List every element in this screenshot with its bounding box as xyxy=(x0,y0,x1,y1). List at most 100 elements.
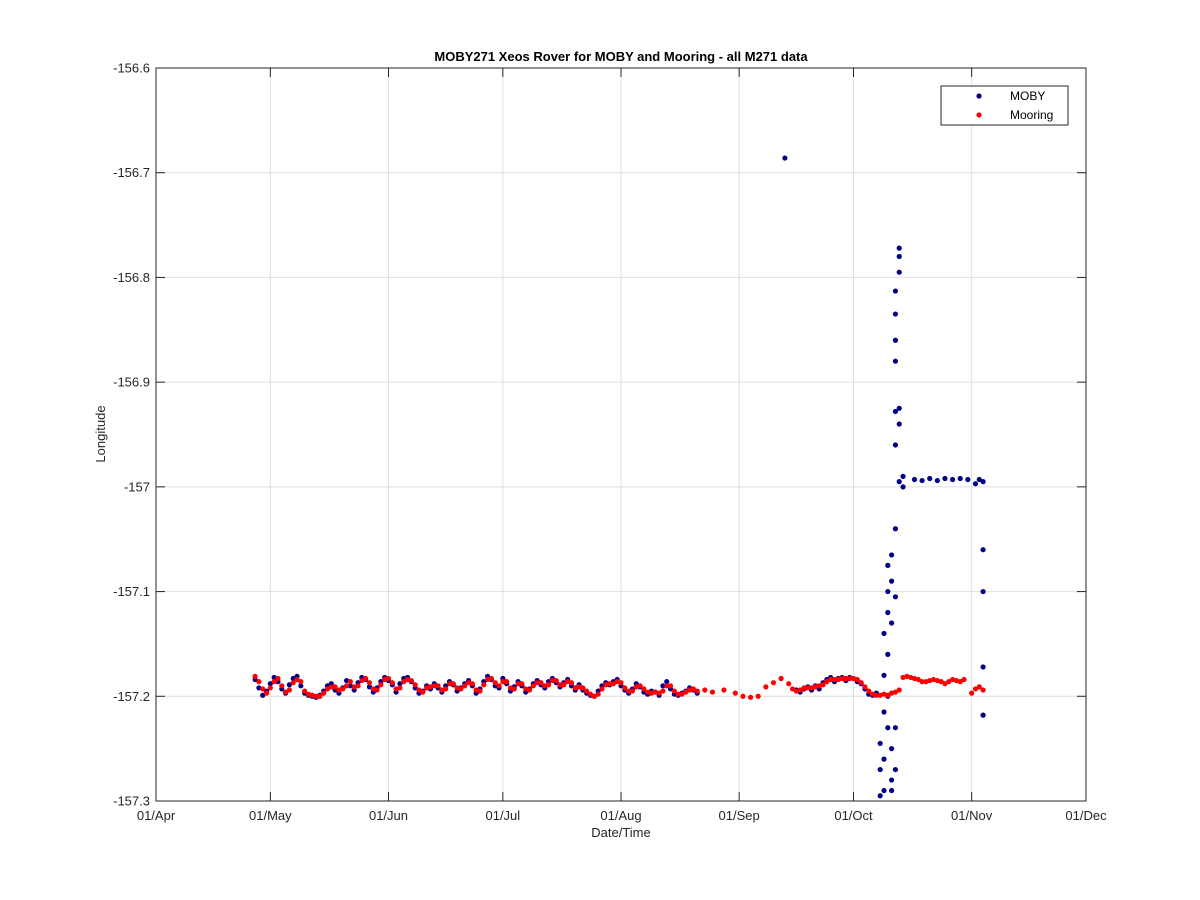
moby-point xyxy=(892,288,899,294)
mooring-point xyxy=(641,686,647,692)
mooring-point xyxy=(980,687,986,693)
moby-point xyxy=(896,479,902,485)
mooring-point xyxy=(298,679,304,685)
moby-point xyxy=(892,337,899,343)
mooring-point xyxy=(847,675,853,682)
moby-point xyxy=(889,578,895,584)
mooring-point xyxy=(328,684,334,690)
mooring-point xyxy=(942,681,948,687)
moby-point xyxy=(892,725,899,731)
mooring-point xyxy=(481,682,487,688)
mooring-point xyxy=(408,677,414,684)
mooring-point xyxy=(385,675,392,682)
mooring-point xyxy=(545,682,552,688)
mooring-point xyxy=(824,679,830,685)
mooring-point xyxy=(561,682,567,688)
mooring-point xyxy=(839,675,845,682)
mooring-point xyxy=(801,685,807,691)
mooring-point xyxy=(595,691,601,697)
y-tick-label: -157.1 xyxy=(113,584,150,599)
moby-point xyxy=(892,311,899,317)
mooring-point xyxy=(664,683,670,689)
moby-point xyxy=(877,740,883,747)
mooring-point xyxy=(797,687,803,693)
mooring-point xyxy=(267,685,273,691)
moby-point xyxy=(877,793,883,799)
moby-point xyxy=(885,651,891,658)
moby-point xyxy=(896,269,902,275)
mooring-point xyxy=(786,681,792,687)
moby-point xyxy=(957,475,963,482)
mooring-point xyxy=(332,684,338,690)
mooring-point xyxy=(683,689,689,695)
moby-point xyxy=(896,421,902,427)
moby-point xyxy=(260,692,266,698)
y-tick-label: -156.6 xyxy=(113,61,150,76)
mooring-point xyxy=(321,690,327,696)
y-tick-labels: -156.6 -156.7 -156.8 -156.9 -157 -157.1 -157.2… xyxy=(113,61,150,809)
y-tick-label: -157 xyxy=(124,479,150,494)
mooring-point xyxy=(892,689,899,695)
mooring-point xyxy=(732,690,738,696)
mooring-point xyxy=(458,686,464,692)
mooring-point xyxy=(302,688,308,694)
moby-point xyxy=(889,787,895,794)
mooring-point xyxy=(378,682,384,688)
moby-point xyxy=(896,253,902,260)
mooring-point xyxy=(286,687,293,693)
legend: MOBY Mooring xyxy=(940,85,1069,126)
mooring-point xyxy=(275,675,281,682)
mooring-point xyxy=(938,679,944,685)
moby-point xyxy=(267,681,273,687)
series-mooring xyxy=(252,673,986,700)
chart-title: MOBY271 Xeos Rover for MOBY and Mooring … xyxy=(434,49,808,64)
moby-point xyxy=(885,725,891,731)
mooring-point xyxy=(629,688,636,694)
mooring-point xyxy=(271,679,277,685)
moby-point xyxy=(286,682,293,688)
mooring-point xyxy=(462,683,468,689)
x-tick-label: 01/Nov xyxy=(951,808,993,823)
mooring-point xyxy=(324,686,331,692)
mooring-point xyxy=(504,679,510,685)
x-tick-label: 01/Dec xyxy=(1065,808,1107,823)
mooring-point xyxy=(431,683,437,689)
x-tick-label: 01/Jul xyxy=(485,808,520,823)
mooring-point xyxy=(549,677,555,684)
x-tick-label: 01/Oct xyxy=(834,808,873,823)
y-tick-label: -156.7 xyxy=(113,165,150,180)
moby-point xyxy=(927,475,933,482)
moby-point xyxy=(892,408,899,415)
moby-point xyxy=(976,476,982,483)
moby-point xyxy=(889,746,895,752)
legend-label-moby: MOBY xyxy=(1010,89,1045,103)
mooring-point xyxy=(568,680,575,686)
mooring-point xyxy=(492,680,498,686)
moby-point xyxy=(397,681,403,687)
mooring-point xyxy=(660,688,666,694)
mooring-point xyxy=(763,684,769,690)
mooring-point xyxy=(843,675,849,682)
mooring-point xyxy=(820,682,826,688)
mooring-point xyxy=(831,676,838,683)
moby-point xyxy=(949,476,956,483)
mooring-point xyxy=(976,684,982,690)
mooring-point xyxy=(915,676,921,683)
moby-point xyxy=(980,547,986,553)
mooring-point xyxy=(294,676,300,683)
mooring-point xyxy=(469,681,475,687)
moby-point xyxy=(889,620,895,626)
mooring-point xyxy=(515,681,521,687)
mooring-point xyxy=(721,687,727,693)
mooring-point xyxy=(359,677,365,684)
x-tick-label: 01/Sep xyxy=(719,808,760,823)
mooring-point xyxy=(896,687,902,693)
moby-point xyxy=(660,683,666,689)
mooring-point xyxy=(511,686,517,692)
mooring-point xyxy=(618,680,624,686)
mooring-point xyxy=(519,681,525,687)
moby-point xyxy=(885,588,891,595)
mooring-point xyxy=(279,683,285,689)
mooring-point xyxy=(263,690,270,696)
